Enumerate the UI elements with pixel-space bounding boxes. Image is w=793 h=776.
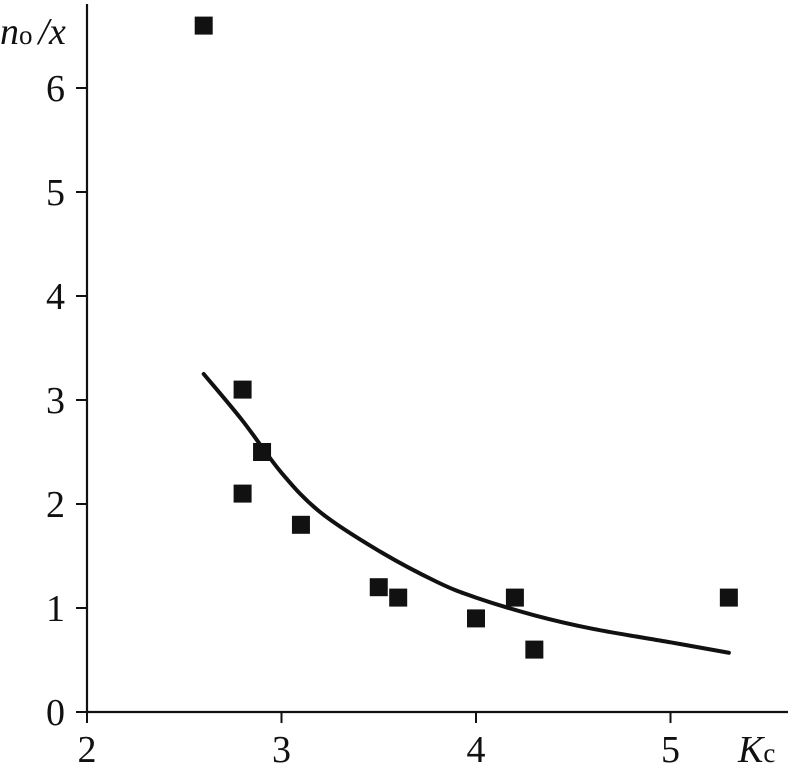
data-point xyxy=(291,515,310,534)
axes xyxy=(85,4,788,714)
x-tick-label: 2 xyxy=(78,729,97,771)
data-point xyxy=(233,484,252,503)
data-point xyxy=(389,588,408,607)
y-tick-label: 5 xyxy=(46,172,65,214)
x-tick-label: 4 xyxy=(467,729,486,771)
y-tick-label: 2 xyxy=(46,484,65,526)
data-point xyxy=(467,609,485,628)
data-point xyxy=(253,443,272,461)
data-point xyxy=(505,588,524,607)
data-point xyxy=(233,380,252,399)
data-point xyxy=(369,578,388,597)
y-axis-label-tail: /x xyxy=(37,11,67,53)
y-tick-label: 3 xyxy=(46,380,65,422)
data-points-layer xyxy=(194,16,738,659)
x-tick-label: 5 xyxy=(661,729,680,771)
y-tick-label: 0 xyxy=(46,692,65,734)
y-axis-label: no/x xyxy=(0,11,66,53)
data-point xyxy=(719,588,738,607)
y-axis-ticks: 0 1 2 3 4 5 6 xyxy=(46,68,87,734)
x-axis-label-main: K xyxy=(737,729,765,771)
data-point xyxy=(194,16,213,35)
y-axis-label-main: n xyxy=(0,11,19,53)
y-tick-label: 6 xyxy=(46,68,65,110)
x-axis-label: Kc xyxy=(737,729,775,771)
y-axis-label-sub: o xyxy=(19,20,33,50)
y-tick-label: 4 xyxy=(46,276,65,318)
fit-curve xyxy=(201,372,731,655)
data-point xyxy=(525,640,544,659)
x-axis-ticks: 2 3 4 5 xyxy=(78,712,680,771)
y-tick-label: 1 xyxy=(46,588,65,630)
fit-curve-layer xyxy=(201,372,731,655)
x-axis-label-sub: c xyxy=(763,738,775,768)
x-tick-label: 3 xyxy=(272,729,291,771)
